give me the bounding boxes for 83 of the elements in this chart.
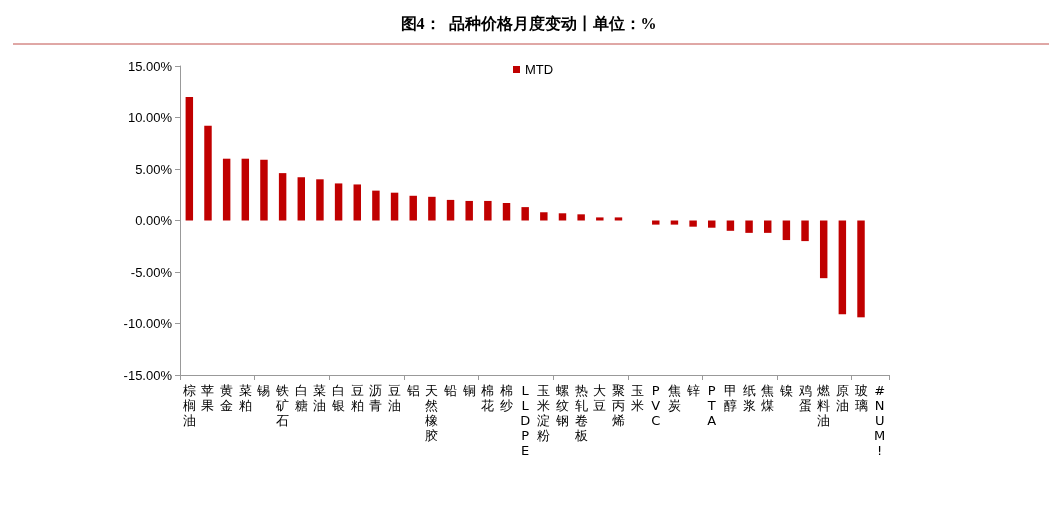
x-tick-label: 燃料油 [817, 383, 831, 428]
bar [596, 217, 604, 221]
bar [502, 202, 511, 221]
bar [782, 220, 791, 241]
x-tick-label: 镍 [778, 383, 793, 398]
bar [372, 190, 380, 221]
bar [484, 200, 492, 221]
x-tick-label: 苹果 [201, 383, 215, 413]
bar [763, 220, 772, 233]
x-tick-label: 豆油 [388, 383, 402, 413]
x-tick-label: 铝 [405, 383, 420, 398]
y-tick-label: -10.00% [123, 316, 173, 331]
bar [689, 220, 697, 227]
bar [353, 184, 361, 221]
bar [801, 220, 809, 242]
bar [838, 220, 847, 315]
x-tick-label: 纸浆 [742, 383, 756, 413]
x-tick-label: #NUM! [874, 383, 886, 458]
x-tick-label: 豆粕 [350, 383, 364, 413]
bar [428, 196, 436, 221]
bar [670, 220, 679, 225]
x-tick-label: 铅 [443, 383, 458, 398]
bar [819, 220, 828, 279]
bar [652, 220, 660, 225]
x-tick-label: 白银 [331, 383, 346, 413]
bar [521, 207, 529, 221]
bar [577, 214, 585, 221]
x-tick-label: 玉米 [630, 383, 644, 413]
y-tick-label: 0.00% [135, 213, 173, 228]
x-tick-label: 甲醇 [723, 383, 737, 413]
y-tick-label: 5.00% [135, 161, 173, 177]
x-tick-label: 热轧卷板 [573, 383, 588, 443]
bar [316, 179, 324, 221]
bar [726, 220, 735, 231]
y-tick-label: 15.00% [127, 58, 173, 74]
x-tick-label: 焦煤 [761, 383, 775, 413]
bar [241, 158, 250, 221]
legend-label: MTD [525, 62, 554, 77]
x-tick-label: 铜 [461, 383, 476, 398]
bar [446, 199, 455, 221]
x-tick-label: 玉米淀粉 [537, 383, 551, 443]
bar [297, 177, 306, 221]
bar [614, 217, 623, 221]
x-tick-label: 白糖 [294, 383, 308, 413]
x-tick-label: 锌 [685, 383, 700, 398]
x-tick-label: 大豆 [593, 383, 607, 413]
x-tick-label: PTA [706, 383, 717, 428]
bar [745, 220, 753, 233]
x-tick-label: 聚丙烯 [611, 383, 625, 428]
bar [409, 195, 417, 221]
x-tick-label: 螺纹钢 [554, 383, 569, 428]
chart-title: 图4： 品种价格月度变动丨单位：% [400, 13, 657, 32]
x-tick-label: 黄金 [220, 383, 234, 413]
x-tick-label: LLDPE [520, 383, 531, 458]
x-tick-label: 焦炭 [667, 383, 681, 413]
bar [857, 220, 865, 318]
y-tick-label: -15.00% [123, 367, 173, 383]
x-tick-label: 菜油 [313, 383, 327, 413]
x-tick-label: 天然橡胶 [425, 383, 439, 443]
x-tick-label: 沥青 [369, 383, 383, 413]
x-tick-label: 棕榈油 [182, 383, 196, 428]
x-tick-label: 铁矿石 [275, 383, 290, 428]
bar [334, 183, 343, 221]
x-tick-label: 棉花 [481, 383, 495, 413]
x-tick-label: 玻璃 [854, 383, 868, 413]
bar [540, 212, 548, 221]
bar [390, 192, 399, 221]
bar [204, 125, 212, 221]
bar [558, 213, 567, 221]
bar [185, 96, 194, 221]
x-tick-label: 鸡蛋 [797, 383, 812, 413]
bar [465, 200, 473, 221]
bar [278, 173, 287, 221]
x-tick-label: PVC [651, 383, 661, 428]
bar [222, 158, 231, 221]
x-tick-label: 菜粕 [238, 383, 252, 413]
bar [708, 220, 716, 228]
x-tick-label: 棉纱 [500, 383, 514, 413]
y-tick-label: -5.00% [130, 264, 173, 280]
y-tick-label: 10.00% [127, 110, 173, 125]
x-tick-label: 原油 [835, 383, 849, 413]
bar [260, 159, 268, 221]
x-tick-label: 锡 [256, 383, 271, 398]
